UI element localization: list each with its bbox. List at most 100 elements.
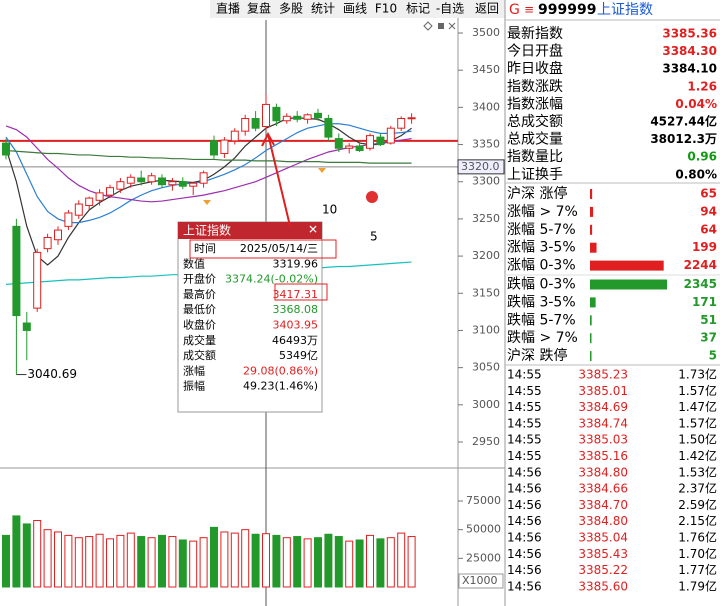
trade-time: 14:55 [507,449,542,463]
chart: 2950 3000 3050 3100 3150 3200 3250 3300 3350 3400… [0,20,505,606]
candle-body [147,175,156,183]
volume-bar [345,540,354,588]
trade-volume: 1.79亿 [678,578,717,593]
volume-bar [314,537,322,588]
trade-time: 14:55 [507,368,542,382]
trade-time: 14:56 [507,482,542,496]
trade-time: 14:56 [507,465,542,479]
tooltip-value: 29.08(0.86%) [243,364,318,377]
volume-bar [54,531,62,588]
toolbar-button[interactable]: 复盘 [247,1,271,16]
candle-body [293,115,302,120]
icon[interactable] [423,21,433,31]
y-tick-label: 3250 [472,212,500,225]
candle-body [355,145,364,151]
candle-body [345,145,354,149]
trade-price: 3384.80 [578,465,628,479]
candle-body [272,106,281,122]
quote-label: 总成交量 [507,131,563,148]
trade-price: 3384.70 [578,498,628,512]
tooltip-close[interactable]: ✕ [308,223,318,237]
breadth-bar [590,224,593,235]
candle-body [324,118,333,138]
toolbar-button[interactable]: 返回 [475,2,499,16]
toolbar-button[interactable]: 统计 [311,2,335,16]
candle-body [241,118,250,132]
trade-volume: 1.53亿 [678,464,717,479]
quote-value: 0.96 [687,150,717,164]
breadth-count: 2244 [684,258,717,272]
breadth-bar [590,297,596,308]
breadth-bar [590,279,667,290]
breadth-count: 5 [709,349,717,363]
breadth-bar [590,333,592,344]
volume-bar [251,533,260,588]
candle-body [12,225,21,317]
y-tick-label: 3300 [472,175,500,188]
vol-tick-label: 25000 [466,551,501,564]
ma-line [5,125,412,203]
y-tick-label: 3450 [472,63,500,76]
quote-label: 最新指数 [507,26,563,42]
toolbar-button[interactable]: 画线 [343,2,367,16]
trade-volume: 1.70亿 [678,546,717,561]
tooltip-header [178,222,322,239]
breadth-bar [590,206,594,217]
volume-bar [293,536,302,588]
candle-body [334,138,343,149]
toolbar-button[interactable]: 多股 [279,2,303,16]
trade-volume: 2.15亿 [678,513,717,528]
toolbar-button[interactable]: -自选 [436,2,464,16]
trade-volume: 1.57亿 [678,383,717,398]
volume-bar [116,534,125,588]
trade-price: 3385.04 [578,531,628,545]
volume-bar [137,536,146,588]
tooltip-label: 数值 [183,257,205,270]
y-tick-label: 3150 [472,286,500,299]
breadth-count: 37 [700,331,717,345]
trade-price: 3385.23 [578,368,628,382]
tooltip-label: 最低价 [183,303,216,316]
name: 上证指数 [597,2,653,18]
y-tick-label: 3100 [472,323,500,336]
icon[interactable] [448,22,456,30]
toolbar-button[interactable]: 直播 [216,2,240,16]
toolbar-button[interactable]: F10 [375,2,397,16]
volume-bar [74,537,83,588]
vol-tick-label: 75000 [466,494,501,507]
trade-time: 14:55 [507,400,542,414]
breadth-label: 沪深 涨停 [507,185,567,202]
volume-bar [386,537,395,588]
volume-bar [85,536,94,588]
code: 999999 [538,2,596,18]
volume-bar [272,534,281,588]
menu-icon[interactable]: ≡ [524,3,534,17]
icon[interactable] [438,23,444,29]
ma-line [5,149,412,164]
toolbar-button[interactable]: 标记 [406,2,430,16]
crosshair-label: 3320.0 [461,160,500,173]
tooltip-label: 成交额 [183,348,216,362]
volume-bar [12,515,21,588]
candle-body [386,127,395,144]
trade-volume: 1.76亿 [678,530,717,545]
candle-body [116,181,125,190]
tooltip-label: 振幅 [183,379,205,393]
volume-bar [407,536,416,588]
trade-volume: 2.37亿 [678,481,717,496]
y-tick-label: 3050 [472,361,500,374]
volume-bar [262,533,270,588]
candle-body [220,139,229,154]
candle-body [189,182,198,187]
trade-time: 14:56 [507,531,542,545]
volume-bar [95,533,104,588]
low-label: 3040.69 [27,367,77,381]
tooltip-value: 3368.08 [273,303,319,316]
candle-body [303,114,312,120]
candle-body [106,187,114,196]
unit-box [458,573,504,589]
breadth-label: 涨幅 3-5% [507,240,576,256]
candle-body [407,117,416,120]
